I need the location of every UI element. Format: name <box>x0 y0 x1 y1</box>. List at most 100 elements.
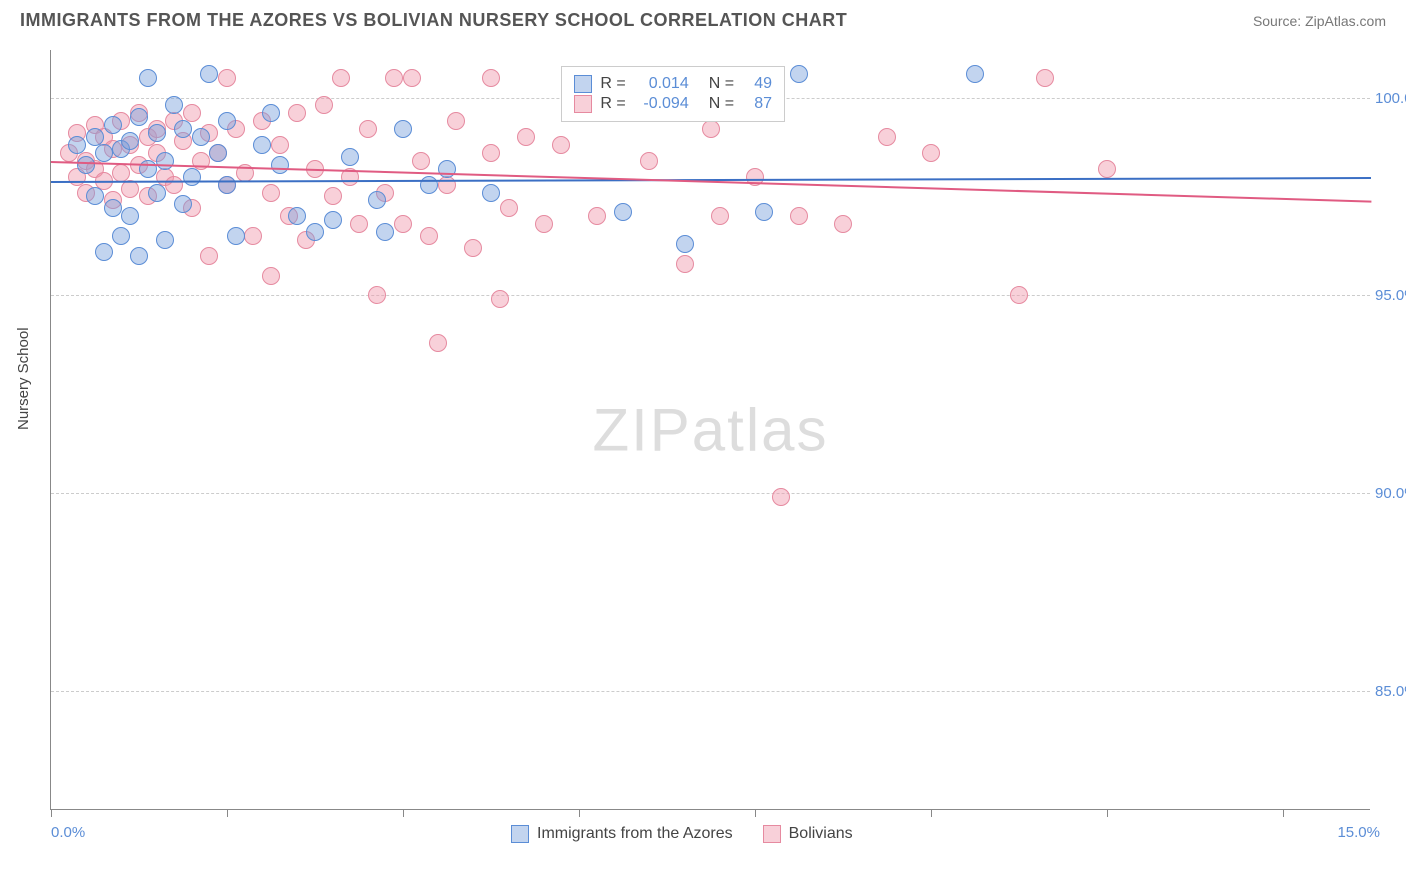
data-point <box>165 96 183 114</box>
correlation-legend: R =0.014N =49R =-0.094N =87 <box>561 66 785 122</box>
data-point <box>139 160 157 178</box>
data-point <box>535 215 553 233</box>
data-point <box>306 223 324 241</box>
data-point <box>464 239 482 257</box>
data-point <box>429 334 447 352</box>
data-point <box>183 168 201 186</box>
legend-swatch <box>511 825 529 843</box>
r-label: R = <box>600 75 625 93</box>
data-point <box>755 203 773 221</box>
data-point <box>174 120 192 138</box>
data-point <box>139 69 157 87</box>
data-point <box>1036 69 1054 87</box>
data-point <box>288 207 306 225</box>
data-point <box>482 184 500 202</box>
data-point <box>368 191 386 209</box>
y-axis-label: Nursery School <box>15 327 32 430</box>
data-point <box>711 207 729 225</box>
data-point <box>966 65 984 83</box>
chart-title: IMMIGRANTS FROM THE AZORES VS BOLIVIAN N… <box>20 10 847 31</box>
legend-swatch <box>763 825 781 843</box>
data-point <box>95 243 113 261</box>
data-point <box>676 235 694 253</box>
data-point <box>1098 160 1116 178</box>
x-axis-min-label: 0.0% <box>51 824 85 841</box>
n-value: 49 <box>742 75 772 93</box>
data-point <box>253 136 271 154</box>
data-point <box>104 199 122 217</box>
data-point <box>385 69 403 87</box>
data-point <box>394 120 412 138</box>
data-point <box>368 286 386 304</box>
data-point <box>420 176 438 194</box>
data-point <box>588 207 606 225</box>
series-legend: Immigrants from the Azores Bolivians <box>511 825 853 843</box>
watermark: ZIPatlas <box>592 395 828 464</box>
y-tick-label: 85.0% <box>1375 683 1406 700</box>
data-point <box>174 195 192 213</box>
data-point <box>403 69 421 87</box>
data-point <box>482 144 500 162</box>
data-point <box>341 148 359 166</box>
n-value: 87 <box>742 95 772 113</box>
data-point <box>350 215 368 233</box>
data-point <box>148 124 166 142</box>
x-tick <box>579 809 580 817</box>
data-point <box>834 215 852 233</box>
legend-swatch <box>574 75 592 93</box>
data-point <box>447 112 465 130</box>
legend-item: Bolivians <box>763 825 853 843</box>
x-tick <box>1107 809 1108 817</box>
data-point <box>482 69 500 87</box>
data-point <box>192 128 210 146</box>
data-point <box>271 136 289 154</box>
y-tick-label: 95.0% <box>1375 287 1406 304</box>
x-tick <box>1283 809 1284 817</box>
data-point <box>77 156 95 174</box>
data-point <box>517 128 535 146</box>
data-point <box>86 187 104 205</box>
data-point <box>790 65 808 83</box>
data-point <box>324 211 342 229</box>
x-tick <box>755 809 756 817</box>
data-point <box>315 96 333 114</box>
data-point <box>491 290 509 308</box>
data-point <box>922 144 940 162</box>
data-point <box>218 176 236 194</box>
data-point <box>878 128 896 146</box>
data-point <box>121 207 139 225</box>
r-value: 0.014 <box>634 75 689 93</box>
data-point <box>218 112 236 130</box>
legend-item: Immigrants from the Azores <box>511 825 733 843</box>
legend-label: Immigrants from the Azores <box>537 825 733 843</box>
data-point <box>1010 286 1028 304</box>
n-label: N = <box>709 95 734 113</box>
legend-row: R =-0.094N =87 <box>574 95 772 113</box>
data-point <box>130 247 148 265</box>
data-point <box>156 231 174 249</box>
data-point <box>438 176 456 194</box>
data-point <box>200 65 218 83</box>
data-point <box>244 227 262 245</box>
data-point <box>262 104 280 122</box>
r-label: R = <box>600 95 625 113</box>
data-point <box>112 227 130 245</box>
legend-swatch <box>574 95 592 113</box>
n-label: N = <box>709 75 734 93</box>
gridline <box>51 493 1370 494</box>
x-tick <box>403 809 404 817</box>
data-point <box>640 152 658 170</box>
data-point <box>156 152 174 170</box>
x-tick <box>51 809 52 817</box>
data-point <box>420 227 438 245</box>
y-tick-label: 100.0% <box>1375 90 1406 107</box>
data-point <box>121 132 139 150</box>
data-point <box>676 255 694 273</box>
data-point <box>262 184 280 202</box>
data-point <box>790 207 808 225</box>
data-point <box>359 120 377 138</box>
gridline <box>51 691 1370 692</box>
data-point <box>394 215 412 233</box>
data-point <box>165 176 183 194</box>
data-point <box>772 488 790 506</box>
